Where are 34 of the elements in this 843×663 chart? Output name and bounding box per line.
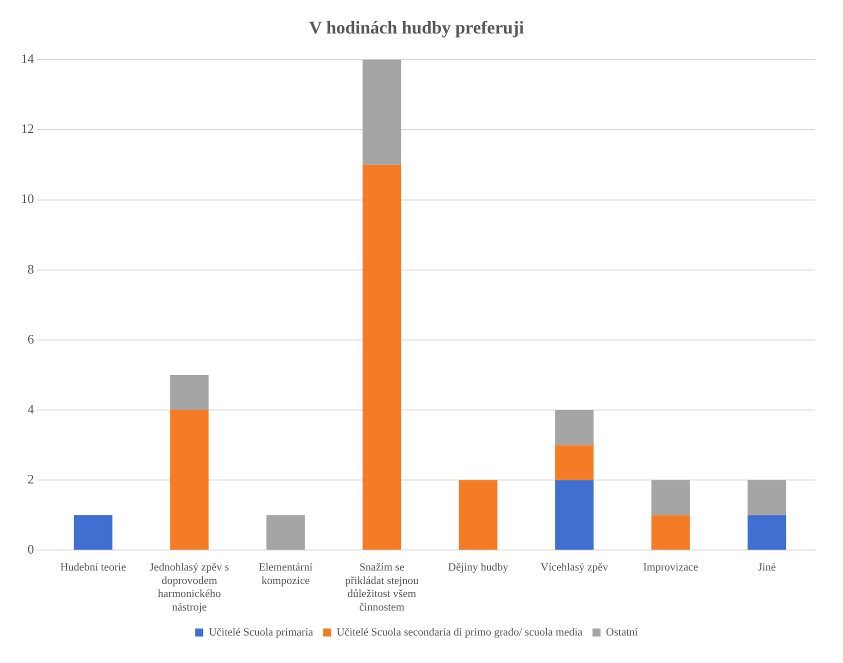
bar xyxy=(458,480,498,550)
bar xyxy=(651,480,690,516)
bar xyxy=(74,515,112,550)
bar xyxy=(362,164,402,550)
x-tick-label: Improvizace xyxy=(643,562,698,574)
y-tick-label: 6 xyxy=(28,331,34,346)
y-tick-label: 2 xyxy=(28,472,34,487)
bar xyxy=(555,480,594,550)
bar xyxy=(555,445,594,480)
bar xyxy=(748,480,786,516)
chart-title: V hodinách hudby preferuji xyxy=(309,17,524,38)
bar xyxy=(651,515,690,550)
bar xyxy=(170,374,209,410)
y-tick-label: 4 xyxy=(28,401,34,416)
y-tick-label: 10 xyxy=(21,191,34,206)
bar xyxy=(362,60,402,165)
x-tick-label: Dějiny hudby xyxy=(448,562,509,574)
bar xyxy=(170,410,209,550)
x-tick-label: Jednohlasý zpěv s doprovodem harmonického nástroje xyxy=(150,562,230,614)
x-tick-label: Jiné xyxy=(758,562,776,574)
bar xyxy=(748,515,786,550)
bar xyxy=(266,515,305,550)
x-tick-label: Vícehlasý zpěv xyxy=(540,562,609,574)
x-tick-label: Hudební teorie xyxy=(60,562,126,574)
x-tick-label: Snažím se přikládat stejnou důležitost všem činnostem xyxy=(345,562,420,614)
bar xyxy=(555,410,594,446)
y-tick-label: 12 xyxy=(21,121,34,136)
y-tick-label: 8 xyxy=(28,261,34,276)
legend-label: Učitelé Scuola primaria xyxy=(208,626,314,638)
legend-label: Ostatní xyxy=(606,626,638,638)
legend-label: Učitelé Scuola secondaria di primo grado/ scuola media xyxy=(336,626,583,638)
x-tick-label: Elementární kompozice xyxy=(258,562,313,587)
y-tick-label: 14 xyxy=(21,51,34,66)
y-tick-label: 0 xyxy=(28,542,34,557)
